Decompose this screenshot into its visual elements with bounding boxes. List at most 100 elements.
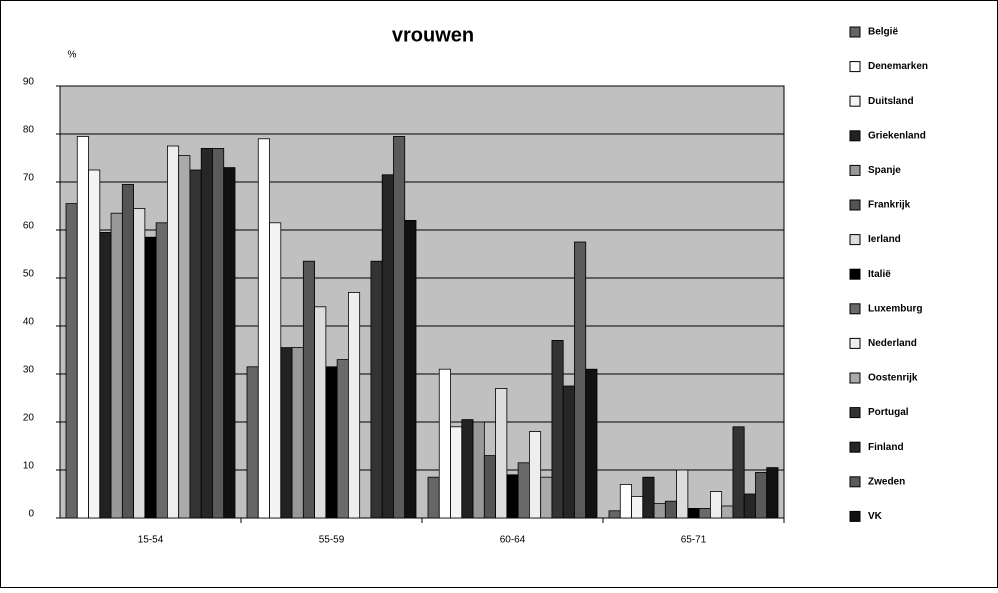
bar [393, 135, 406, 519]
bar [687, 507, 700, 519]
bar [144, 236, 157, 519]
legend-swatch [849, 510, 861, 522]
bar [404, 219, 417, 519]
y-tick-label: 30 [23, 365, 35, 376]
y-tick-label: 0 [28, 509, 34, 520]
legend-swatch [849, 303, 861, 315]
bar [574, 241, 587, 519]
bar [223, 167, 236, 519]
bar [200, 147, 213, 519]
bar [381, 174, 394, 519]
y-tick-label: 10 [23, 461, 35, 472]
legend-label: Luxemburg [868, 303, 922, 314]
bar [698, 507, 711, 519]
legend-label: Finland [868, 442, 904, 453]
legend-label: Griekenland [868, 130, 926, 141]
bar [450, 426, 463, 519]
bar [562, 385, 575, 519]
bar [65, 203, 78, 519]
bar [155, 222, 168, 519]
bar [302, 260, 316, 519]
bar [257, 138, 270, 519]
bar [495, 387, 508, 519]
x-tick-label: 15-54 [138, 535, 164, 546]
bar [325, 366, 338, 519]
bar [314, 306, 327, 519]
legend-swatch [849, 234, 861, 246]
bar [76, 135, 89, 519]
y-tick-label: 90 [23, 77, 35, 88]
bar [189, 169, 202, 519]
bar [212, 147, 225, 519]
x-tick-label: 60-64 [500, 535, 526, 546]
legend-swatch [849, 130, 861, 142]
legend-swatch [849, 164, 861, 176]
bar [676, 469, 689, 519]
legend-label: België [868, 27, 898, 38]
bar [88, 169, 101, 519]
bar [472, 421, 485, 519]
legend-label: Zweden [868, 476, 905, 487]
bar [721, 505, 734, 519]
x-tick-label: 55-59 [319, 535, 345, 546]
legend-label: Portugal [868, 407, 909, 418]
bar [438, 368, 451, 519]
bar [110, 212, 123, 519]
bar [743, 493, 756, 519]
y-tick-label: 80 [23, 125, 35, 136]
y-tick-label: 70 [23, 173, 35, 184]
bar [121, 183, 135, 519]
legend-label: Oostenrijk [868, 373, 918, 384]
bar [585, 368, 598, 519]
bar [551, 339, 564, 519]
bar [710, 491, 723, 519]
bar [99, 231, 112, 519]
legend-swatch [849, 26, 861, 38]
bar [246, 366, 259, 519]
bar [291, 347, 304, 519]
bar [269, 222, 282, 519]
legend-label: Spanje [868, 165, 901, 176]
bar [755, 471, 768, 519]
bar [529, 431, 542, 519]
legend-label: Ierland [868, 234, 901, 245]
legend-swatch [849, 337, 861, 349]
bar [483, 455, 497, 519]
legend-swatch [849, 372, 861, 384]
y-tick-label: 60 [23, 221, 35, 232]
legend-label: Frankrijk [868, 200, 911, 211]
bar [133, 207, 146, 519]
bar [619, 483, 632, 519]
bar [642, 476, 655, 519]
legend-label: Nederland [868, 338, 917, 349]
y-tick-label: 50 [23, 269, 35, 280]
y-tick-label: 40 [23, 317, 35, 328]
bar [517, 462, 530, 519]
legend-swatch [849, 268, 861, 280]
legend-swatch [849, 199, 861, 211]
bar [653, 503, 666, 519]
bar [427, 476, 440, 519]
bar [370, 260, 383, 519]
legend-label: Duitsland [868, 96, 914, 107]
y-axis-label: % [68, 50, 77, 61]
legend-swatch [849, 61, 861, 73]
bar [608, 510, 621, 519]
bar [280, 347, 293, 519]
bar [347, 291, 361, 519]
bar [506, 474, 519, 519]
bar [336, 359, 349, 519]
bar [166, 145, 180, 519]
legend-swatch [849, 407, 861, 419]
legend-label: Denemarken [868, 61, 928, 72]
bar [178, 155, 191, 519]
chart-title: vrouwen [392, 24, 474, 46]
bar [540, 476, 553, 519]
bar [461, 419, 474, 519]
bar [732, 426, 745, 519]
legend-label: Italië [868, 269, 891, 280]
bar [664, 500, 677, 519]
y-tick-label: 20 [23, 413, 35, 424]
bar [766, 467, 779, 519]
